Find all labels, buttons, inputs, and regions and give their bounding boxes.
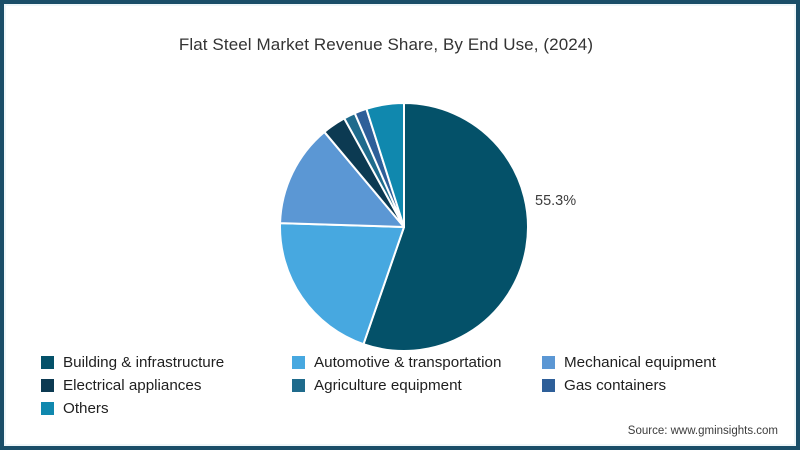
legend-item: Gas containers	[542, 374, 772, 397]
legend-item-label: Gas containers	[564, 377, 667, 394]
legend-item: Mechanical equipment	[542, 351, 772, 374]
legend: Building & infrastructure Automotive & tr…	[41, 351, 772, 420]
legend-swatch-icon	[41, 356, 54, 369]
pie-chart	[279, 102, 529, 352]
legend-item-label: Mechanical equipment	[564, 354, 716, 371]
pie-slice	[279, 130, 405, 228]
pie-data-label: 55.3%	[535, 193, 577, 209]
legend-item: Agriculture equipment	[292, 374, 542, 397]
legend-swatch-icon	[542, 356, 555, 369]
legend-swatch-icon	[41, 379, 54, 392]
pie-slice	[365, 102, 405, 228]
legend-item-label: Agriculture equipment	[314, 377, 462, 394]
legend-item-label: Automotive & transportation	[314, 354, 502, 371]
legend-swatch-icon	[292, 356, 305, 369]
legend-item: Automotive & transportation	[292, 351, 542, 374]
source-text: Source: www.gminsights.com	[627, 425, 778, 437]
legend-item: Others	[41, 397, 292, 420]
legend-swatch-icon	[41, 402, 54, 415]
legend-item-label: Electrical appliances	[63, 377, 202, 394]
chart-title: Flat Steel Market Revenue Share, By End …	[178, 35, 594, 54]
legend-swatch-icon	[542, 379, 555, 392]
legend-item-label: Building & infrastructure	[63, 354, 225, 371]
legend-item-label: Others	[63, 400, 109, 417]
legend-swatch-icon	[292, 379, 305, 392]
legend-item: Building & infrastructure	[41, 351, 292, 374]
legend-item: Electrical appliances	[41, 374, 292, 397]
pie-slice	[279, 222, 405, 346]
